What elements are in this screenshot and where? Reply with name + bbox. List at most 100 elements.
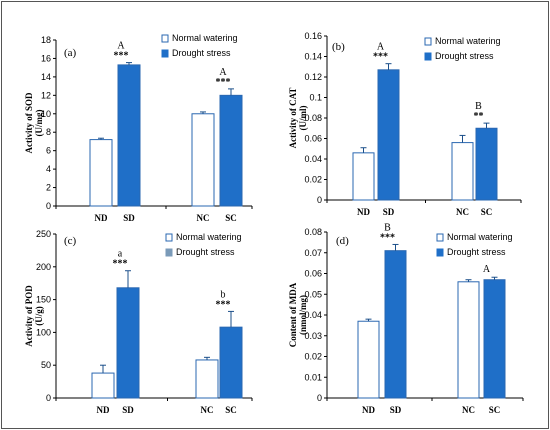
y-tick-label: 4 [46,164,51,174]
bar-sc [475,127,498,201]
legend-label-normal: Normal watering [172,33,238,43]
significance-stars: *** [114,51,129,62]
legend-label-drought: Drought stress [435,51,494,61]
y-tick-label: 100 [36,327,51,337]
y-tick-label: 0.06 [304,269,322,279]
y-tick-label: 0.03 [304,331,322,341]
y-tick-label: 0.04 [304,310,322,320]
y-tick-label: 0 [317,393,322,403]
chart-panel-3: 0 50 100 150 200 250 Activity of POD (U/g) (c) ND… [24,229,253,415]
y-tick-label: 0.08 [304,113,322,123]
group-letter: A [117,41,125,52]
y-tick-label: 0.04 [304,154,322,164]
y-axis-label: Activity of SOD (U/mg) [24,92,44,153]
significance-stars: *** [373,52,388,63]
group-letter: B [384,222,391,233]
category-label: SD [383,207,395,217]
y-tick-label: 0.02 [304,175,322,185]
y-tick-label: 150 [36,295,51,305]
significance-stars: *** [216,77,231,88]
category-label: SC [489,405,501,415]
y-tick-label: 2 [46,183,51,193]
y-axis-label-line2: (U/mg) [34,110,44,137]
bar-nc [451,142,474,201]
group-letter: b [221,289,226,300]
bar-sd [377,69,400,201]
panel-label: (c) [64,235,77,247]
legend-label-normal: Normal watering [447,232,513,242]
bar-sd [384,250,407,399]
legend-label-drought: Drought stress [176,247,235,257]
legend-swatch-normal [165,233,173,242]
bar-sc [483,279,506,399]
bar-sc [219,326,243,399]
y-axis-label-line2: (nmol/mg) [298,295,308,335]
y-tick-label: 0.07 [304,248,322,258]
y-tick-label: 10 [41,109,51,119]
panel-label: (b) [332,41,345,53]
legend-label-drought: Drought stress [447,247,506,257]
category-label: SC [225,213,237,223]
category-label: ND [362,405,375,415]
y-tick-label: 6 [46,146,51,156]
legend-label-normal: Normal watering [435,36,501,46]
legend-swatch-drought [165,248,173,257]
y-axis-label: Content of MDA (nmol/mg) [288,282,308,347]
y-tick-label: 0.14 [304,52,322,62]
chart-panel-2: 0 0.02 0.04 0.06 0.08 0.1 0.12 0.14 0.16 Activity… [288,31,522,217]
category-label: ND [95,213,108,223]
y-axis-label-line1: Activity of CAT [288,88,298,149]
category-label: ND [97,405,110,415]
y-tick-label: 0.16 [304,31,322,41]
y-tick-label: 14 [41,72,51,82]
y-axis-label-line1: Activity of POD [24,285,34,347]
group-letter: A [483,264,491,275]
y-tick-label: 0.08 [304,227,322,237]
group-letter: B [475,101,482,112]
bar-nc [195,359,219,399]
bar-sc [219,94,243,207]
legend-label-normal: Normal watering [176,232,242,242]
significance-stars: *** [113,259,128,270]
legend-swatch-drought [436,248,444,257]
bar-nc [457,281,480,399]
bar-sd [116,287,140,399]
panel-label: (d) [336,235,349,247]
y-tick-label: 8 [46,127,51,137]
y-tick-label: 50 [41,360,51,370]
bar-nd [357,320,380,399]
significance-stars: *** [216,299,231,310]
category-label: NC [197,213,210,223]
y-tick-label: 0 [46,393,51,403]
y-tick-label: 0 [317,195,322,205]
y-axis-label-line2: (U/g) [34,306,44,326]
legend-swatch-normal [436,233,444,242]
chart-panel-4: 0 0.01 0.02 0.03 0.04 0.05 0.06 0.07 0.08 Content… [288,222,524,415]
group-letter: A [377,42,385,53]
y-tick-label: 200 [36,262,51,272]
y-axis-label: Activity of CAT (U/ml) [288,88,308,149]
category-label: NC [456,207,469,217]
bar-nd [89,139,113,207]
y-axis-label: Activity of POD (U/g) [24,285,44,347]
category-label: NC [201,405,214,415]
legend-swatch-drought [161,49,169,58]
category-label: SC [481,207,493,217]
significance-stars: *** [380,232,395,243]
legend-swatch-normal [161,34,169,43]
group-letter: A [219,67,227,78]
y-tick-label: 0.12 [304,72,322,82]
category-label: SD [390,405,402,415]
legend-swatch-normal [424,37,432,46]
category-label: NC [462,405,475,415]
bar-nd [91,372,115,399]
panel-label: (a) [64,47,77,59]
significance-stars: ** [474,111,484,122]
category-label: SC [225,405,237,415]
chart-panel-1: 0 2 4 6 8 10 12 14 16 18 Activity of SOD (U/mg) (a) N… [24,33,253,223]
legend-swatch-drought [424,52,432,61]
bar-sd [117,64,141,207]
y-axis-label-line1: Activity of SOD [24,92,34,153]
